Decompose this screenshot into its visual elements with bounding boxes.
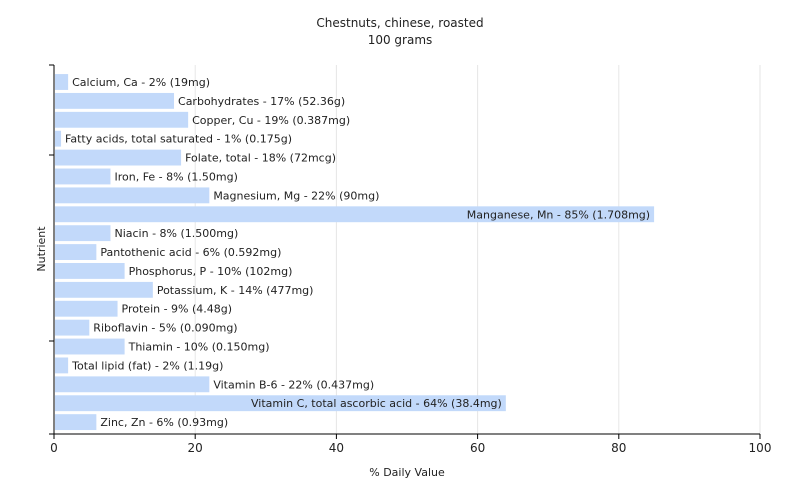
bar-label: Phosphorus, P - 10% (102mg): [129, 265, 293, 278]
bar-label: Potassium, K - 14% (477mg): [157, 284, 314, 297]
bar-carbohydrates: [55, 92, 175, 109]
bar-label: Iron, Fe - 8% (1.50mg): [114, 170, 237, 183]
bar-label: Folate, total - 18% (72mcg): [185, 152, 336, 165]
bars: [55, 74, 655, 431]
bar-copper-cu: [55, 111, 189, 128]
bar-label: Magnesium, Mg - 22% (90mg): [213, 189, 379, 202]
bar-folate-total: [55, 149, 182, 166]
bar-niacin: [55, 225, 111, 242]
x-tick-label: 60: [470, 441, 485, 455]
bar-label: Calcium, Ca - 2% (19mg): [72, 76, 210, 89]
bar-label: Fatty acids, total saturated - 1% (0.175…: [65, 133, 292, 146]
bar-label: Total lipid (fat) - 2% (1.19g): [71, 359, 223, 372]
bar-potassium-k: [55, 281, 153, 298]
bar-vitamin-b-6: [55, 376, 210, 393]
bar-label: Manganese, Mn - 85% (1.708mg): [467, 208, 650, 221]
x-axis-label: % Daily Value: [369, 466, 445, 479]
bar-label: Niacin - 8% (1.500mg): [114, 227, 238, 240]
x-tick-label: 0: [50, 441, 58, 455]
grid-lines: [194, 65, 761, 434]
y-axis-label: Nutrient: [35, 226, 48, 272]
bar-manganese-mn: [55, 206, 655, 223]
bar-thiamin: [55, 338, 125, 355]
bar-protein: [55, 300, 118, 317]
bar-fatty-acids-total-saturated: [55, 130, 62, 147]
bar-vitamin-c-total-ascorbic-acid: [55, 395, 506, 412]
bar-phosphorus-p: [55, 263, 125, 279]
x-tick-label: 20: [188, 441, 203, 455]
bar-pantothenic-acid: [55, 244, 97, 260]
axes: [53, 65, 760, 435]
bar-iron-fe: [55, 168, 111, 185]
bar-label: Pantothenic acid - 6% (0.592mg): [100, 246, 281, 259]
bar-magnesium-mg: [55, 187, 210, 204]
chart-title: Chestnuts, chinese, roasted: [316, 16, 483, 30]
bar-label: Vitamin B-6 - 22% (0.437mg): [213, 378, 374, 391]
bar-label: Zinc, Zn - 6% (0.93mg): [100, 416, 228, 429]
bar-labels: Calcium, Ca - 2% (19mg) Carbohydrates - 1…: [65, 76, 650, 429]
bar-zinc-zn: [55, 414, 97, 431]
x-tick-label: 40: [329, 441, 344, 455]
x-tick-label: 80: [611, 441, 626, 455]
chart-subtitle: 100 grams: [368, 33, 433, 47]
bar-calcium-ca: [55, 74, 69, 90]
x-axis-ticks: 0 20 40 60 80 100: [49, 64, 772, 455]
bar-riboflavin: [55, 319, 90, 336]
bar-label: Protein - 9% (4.48g): [122, 303, 233, 316]
x-tick-label: 100: [749, 441, 772, 455]
bar-label: Vitamin C, total ascorbic acid - 64% (38…: [251, 397, 502, 410]
bar-label: Riboflavin - 5% (0.090mg): [93, 322, 237, 335]
bar-total-lipid-fat: [55, 357, 69, 374]
bar-label: Copper, Cu - 19% (0.387mg): [192, 114, 350, 127]
bar-label: Thiamin - 10% (0.150mg): [128, 341, 270, 354]
bar-label: Carbohydrates - 17% (52.36g): [178, 95, 345, 108]
